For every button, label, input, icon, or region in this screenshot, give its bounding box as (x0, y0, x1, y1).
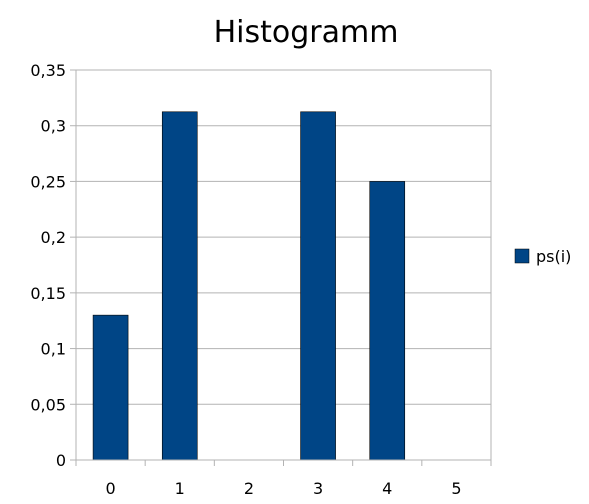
y-tick-label: 0,25 (30, 172, 66, 191)
x-tick-label: 3 (313, 479, 323, 498)
y-tick-label: 0,2 (41, 228, 66, 247)
legend: ps(i) (514, 247, 571, 266)
y-tick-label: 0,3 (41, 117, 66, 136)
bars (92, 111, 406, 461)
bar-4 (369, 181, 406, 461)
x-tick-label: 4 (382, 479, 392, 498)
x-tick-label: 0 (105, 479, 115, 498)
axes (70, 69, 492, 466)
grid-lines (76, 69, 491, 461)
y-tick-label: 0,15 (30, 284, 66, 303)
y-tick-label: 0,35 (30, 61, 66, 80)
y-tick-label: 0,05 (30, 395, 66, 414)
bar-3 (300, 111, 336, 461)
legend-swatch (514, 248, 530, 264)
bar-0 (92, 314, 129, 461)
y-tick-label: 0,1 (41, 340, 66, 359)
tick-labels: 0 0,05 0,1 0,15 0,2 0,25 0,3 0,35 0 1 2 3 4 5 (30, 61, 461, 498)
x-tick-label: 2 (244, 479, 254, 498)
bar-1 (161, 111, 198, 461)
x-tick-label: 1 (175, 479, 185, 498)
x-tick-label: 5 (451, 479, 461, 498)
y-tick-label: 0 (56, 451, 66, 470)
legend-label: ps(i) (536, 247, 571, 266)
chart-title: Histogramm (214, 15, 399, 50)
